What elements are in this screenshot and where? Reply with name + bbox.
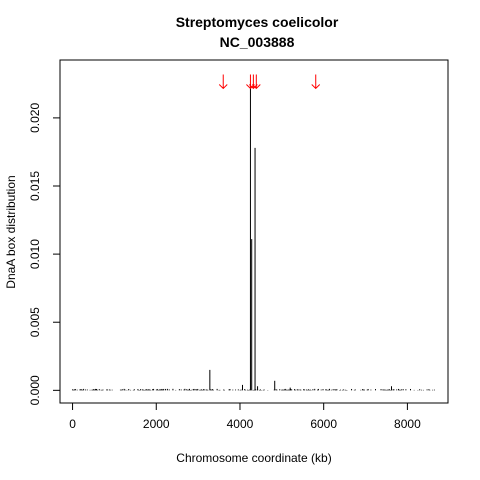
chart-subtitle: NC_003888 [220,34,295,50]
y-axis-label: DnaA box distribution [4,175,18,288]
data-bars [72,83,435,391]
y-tick-label: 0.010 [28,239,42,269]
x-axis-label: Chromosome coordinate (kb) [176,451,331,465]
arrow-marker [218,74,228,90]
arrow-marker [311,74,321,90]
plot-frame [59,59,449,404]
chart-title: Streptomyces coelicolor [176,14,339,30]
x-tick-label: 4000 [227,417,254,431]
x-tick-label: 2000 [143,417,170,431]
x-axis: 0 2000 4000 6000 8000 [69,402,421,431]
y-tick-label: 0.005 [28,307,42,337]
annotation-arrows [218,74,321,90]
x-tick-label: 8000 [394,417,421,431]
arrow-marker [251,74,261,90]
y-tick-label: 0.015 [28,171,42,201]
y-axis: 0.000 0.005 0.010 0.015 0.020 [28,103,61,405]
y-tick-label: 0.000 [28,375,42,405]
x-tick-label: 6000 [310,417,337,431]
x-tick-label: 0 [69,417,76,431]
y-tick-label: 0.020 [28,103,42,133]
